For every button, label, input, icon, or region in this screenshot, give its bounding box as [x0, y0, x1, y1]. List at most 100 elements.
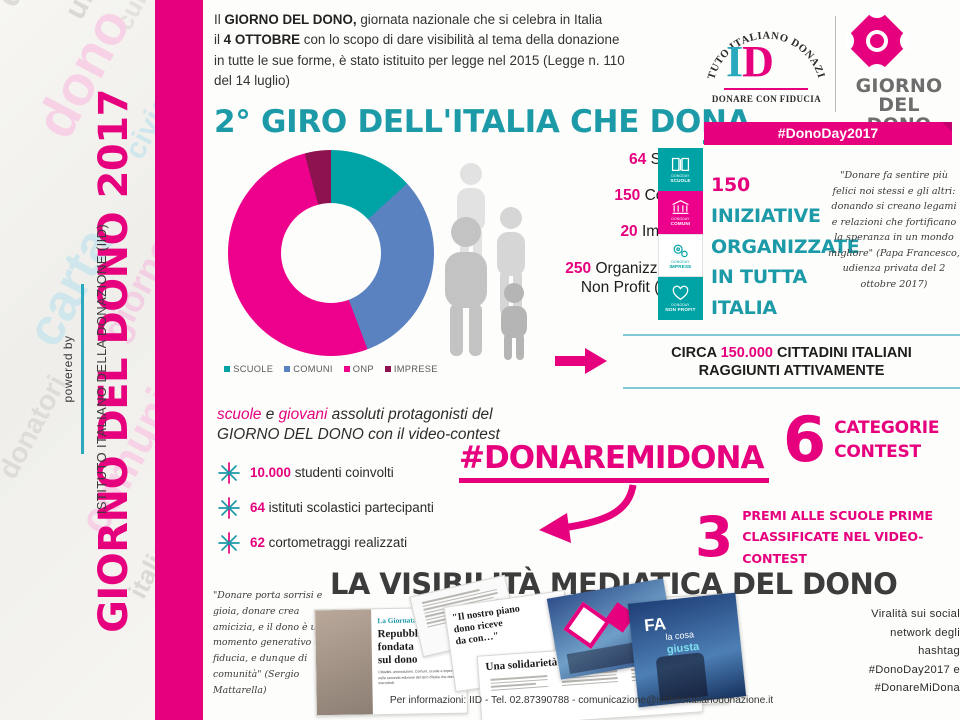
- people-silhouettes: [445, 163, 527, 360]
- legend-item-comuni: COMUNI: [284, 364, 333, 374]
- intro-l2-bold: 4 OTTOBRE: [223, 32, 301, 48]
- vc-head-rest: assoluti protagonisti del: [327, 406, 493, 423]
- donut-hole: [281, 203, 381, 303]
- citizens-number: 150.000: [720, 345, 773, 361]
- bullet-row: 10.000 studenti coinvolti: [217, 455, 517, 490]
- prizes-number: 3: [695, 504, 734, 569]
- stat-number: 150: [614, 187, 641, 205]
- iid-monogram: ID: [726, 37, 774, 86]
- iid-separator: [724, 88, 808, 90]
- star-burst-icon: [218, 496, 240, 519]
- categories-number: 6: [783, 403, 827, 476]
- brand-line-1: GIORNO: [855, 75, 943, 97]
- initiatives-line2: ORGANIZZATE: [711, 235, 860, 258]
- footer-contact: Per informazioni: IID - Tel. 02.87390788…: [389, 695, 774, 706]
- badge-top-label: DONODAY: [671, 303, 690, 307]
- badge-non-profit: DONODAY NON PROFIT: [658, 277, 703, 320]
- stat-number: 64: [629, 151, 647, 168]
- legend-label: SCUOLE: [233, 364, 274, 374]
- intro-paragraph: Il GIORNO DEL DONO, giornata nazionale c…: [214, 10, 694, 92]
- intro-l1-bold: GIORNO DEL DONO,: [224, 12, 357, 27]
- intro-l4: del 14 luglio): [214, 73, 290, 89]
- star-burst-icon: [218, 531, 240, 554]
- video-contest-heading: scuole e giovani assoluti protagonisti d…: [217, 405, 517, 446]
- legend-swatch: [343, 366, 350, 372]
- badge-label: IMPRESE: [669, 264, 692, 269]
- badge-top-label: DONODAY: [671, 260, 690, 264]
- hashtag-banner: #DonoDay2017: [704, 122, 952, 145]
- intro-l1-post: giornata nazionale che si celebra in Ita…: [356, 12, 603, 27]
- badge-label: NON PROFIT: [665, 307, 696, 312]
- prizes-line1: PREMI ALLE SCUOLE PRIME: [742, 508, 933, 523]
- book-icon: [671, 157, 690, 171]
- donaremidona-hashtag: #DONAREMIDONA: [459, 440, 764, 476]
- legend-item-imprese: IMPRESE: [384, 364, 438, 374]
- badge-imprese: DONODAY IMPRESE: [658, 234, 703, 277]
- sidebar-divider: [81, 284, 84, 454]
- intro-l2-pre: il: [214, 32, 224, 48]
- iid-arc-text: ISTITUTO ITALIANO DONAZIONE: [704, 10, 826, 81]
- citizens-pre: CIRCA: [671, 345, 721, 361]
- section-title: 2° GIRO DELL'ITALIA CHE DONA: [214, 104, 751, 140]
- person-child-icon: [501, 283, 527, 360]
- prizes-block: 3 PREMI ALLE SCUOLE PRIME CLASSIFICATE N…: [695, 505, 960, 569]
- arrow-curved-left-icon: [539, 484, 637, 543]
- legend-swatch: [284, 366, 291, 372]
- vc-head-line2: GIORNO DEL DONO con il video-contest: [217, 426, 500, 444]
- legend-item-scuole: SCUOLE: [224, 364, 273, 374]
- initiatives-line3: IN TUTTA ITALIA: [711, 266, 807, 320]
- building-icon: [672, 200, 689, 214]
- badge-top-label: DONODAY: [671, 174, 690, 178]
- vc-word-scuole: scuole: [217, 406, 262, 423]
- sidebar-credit: powered by ISTITUTO ITALIANO DELLA DONAZ…: [61, 89, 109, 649]
- stat-number: 20: [620, 223, 638, 241]
- bullet-number: 64: [250, 500, 265, 515]
- legend-swatch: [384, 366, 391, 372]
- legend-item-onp: ONP: [343, 364, 374, 374]
- banner-fold: [942, 122, 952, 132]
- initiatives-word: INIZIATIVE: [711, 204, 821, 227]
- person-front-icon: [445, 217, 487, 356]
- badge-label: SCUOLE: [670, 178, 691, 183]
- gears-icon: [673, 244, 688, 258]
- chart-legend: SCUOLE COMUNI ONP IMPRESE: [217, 364, 445, 374]
- legend-label: IMPRESE: [393, 364, 438, 374]
- citizens-banner: CIRCA 150.000 CITTADINI ITALIANI RAGGIUN…: [623, 334, 960, 390]
- logo-block: ISTITUTO ITALIANO DONAZIONE ID DONARE CO…: [700, 0, 955, 145]
- donut-ring: [228, 150, 434, 356]
- tv-title-2: la cosa: [665, 629, 695, 643]
- bullet-text: studenti coinvolti: [290, 465, 394, 480]
- stat-number: 250: [565, 259, 592, 277]
- sidebar-organization: ISTITUTO ITALIANO DELLA DONAZIONE (IID): [94, 223, 109, 515]
- bullet-row: 62 cortometraggi realizzati: [217, 525, 517, 560]
- arrow-right-icon: [555, 348, 607, 374]
- initiatives-number: 150: [711, 174, 751, 196]
- star-burst-icon: [218, 461, 240, 484]
- legend-swatch: [224, 366, 231, 372]
- citizens-line2: RAGGIUNTI ATTIVAMENTE: [698, 363, 885, 380]
- heart-icon: [672, 285, 689, 301]
- papa-francesco-quote: "Donare fa sentire più felici noi stessi…: [828, 170, 960, 290]
- badge-comuni: DONODAY COMUNI: [658, 191, 703, 234]
- intro-l3: in tutte le sue forme, è stato istituito…: [214, 52, 625, 68]
- left-sidebar: dono di ufficiale cultura dono civica ca…: [0, 0, 155, 720]
- main-content: Il GIORNO DEL DONO, giornata nazionale c…: [203, 0, 960, 720]
- bullet-text: istituti scolastici partecipanti: [264, 500, 434, 515]
- legend-label: COMUNI: [293, 364, 333, 374]
- prizes-line2: CLASSIFICATE NEL VIDEO-CONTEST: [742, 529, 924, 566]
- categories-line1: CATEGORIE: [834, 418, 940, 439]
- clip-headline-3: sul dono: [377, 653, 418, 666]
- video-contest-bullets: 10.000 studenti coinvolti 64 istituti sc…: [217, 455, 517, 560]
- banner-rule-bottom: [623, 387, 960, 390]
- badge-top-label: DONODAY: [671, 217, 690, 221]
- legend-label: ONP: [352, 364, 374, 374]
- iid-logo: ISTITUTO ITALIANO DONAZIONE ID DONARE CO…: [704, 10, 829, 118]
- tv-title-1: FA: [643, 614, 667, 636]
- bullet-number: 10.000: [250, 465, 291, 480]
- diamond-icon: [832, 0, 922, 86]
- donut-chart: SCUOLE COMUNI ONP IMPRESE: [217, 150, 445, 390]
- pink-vertical-rail: [155, 0, 203, 720]
- hashtag-banner-text: #DonoDay2017: [777, 125, 879, 141]
- mattarella-quote: "Donare porta sorrisi e gioia, donare cr…: [213, 590, 324, 696]
